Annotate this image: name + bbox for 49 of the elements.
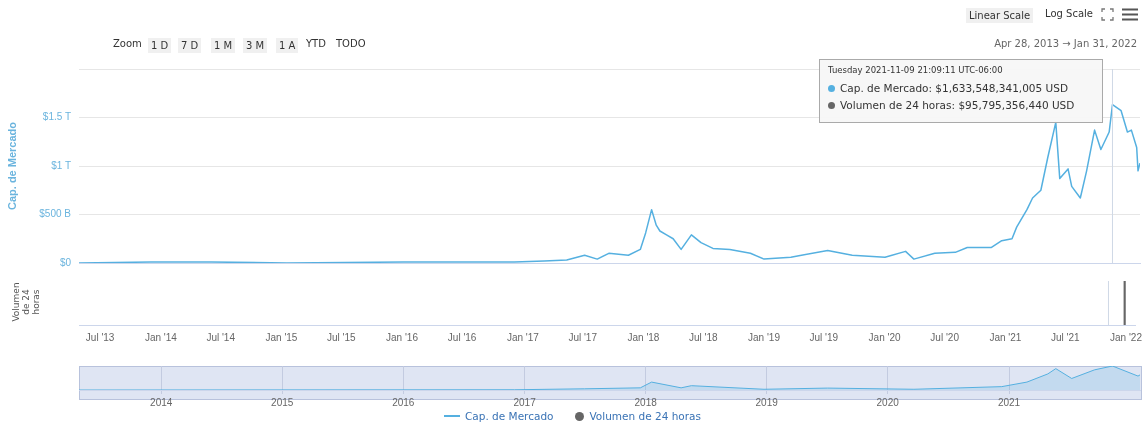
x-tick-label: 2015	[271, 396, 294, 408]
x-tick-label: Jan '20	[868, 331, 901, 343]
x-tick-label: 2017	[513, 396, 537, 408]
text: 7 D	[178, 38, 202, 53]
text: Zoom	[113, 38, 142, 49]
annotation: Cap. de Mercado: $1,633,548,341,005 USD	[840, 82, 1068, 94]
x-tick-label: Jul '18	[688, 331, 718, 343]
x-tick-label: 2019	[755, 396, 779, 408]
text: YTD	[306, 38, 326, 49]
x-tick-label: Jan '21	[989, 331, 1022, 343]
x-tick-label: Jul '14	[206, 331, 236, 343]
text: 1 M	[211, 38, 236, 53]
legend-label: Volumen de 24 horas	[589, 410, 701, 422]
x-tick-label: 2016	[392, 396, 415, 408]
text: Linear Scale	[966, 8, 1034, 23]
x-tick-label: Jan '15	[265, 331, 298, 343]
x-tick-label: Jan '18	[627, 331, 660, 343]
x-tick-label: Jan '14	[144, 331, 178, 343]
x-tick-label: Jan '16	[386, 331, 419, 343]
annotation: Volumen de 24 horas: $95,795,356,440 USD	[840, 99, 1075, 111]
text: 1 A	[276, 38, 299, 53]
text: Apr 28, 2013 → Jan 31, 2022	[994, 38, 1137, 49]
text: 1 D	[148, 38, 172, 53]
x-tick-label: 2014	[150, 396, 173, 408]
x-tick-label: 2020	[876, 396, 900, 408]
y-tick-label: $1 T	[51, 159, 71, 171]
y-axis-title: Volumen de 24 horas	[11, 281, 41, 324]
x-tick-label: Jul '13	[85, 331, 115, 343]
annotation: Tuesday 2021-11-09 21:09:11 UTC-06:00	[828, 65, 1003, 75]
x-tick-label: Jan '19	[748, 331, 781, 343]
x-tick-label: Jul '20	[930, 331, 960, 343]
legend-label: Cap. de Mercado	[465, 410, 554, 422]
tooltip: Tuesday 2021-11-09 21:09:11 UTC-06:00 Cap. de Mercado: $1,633,548,341,005 USD Volumen de 24 horas: $95,795,356,440 USD	[819, 59, 1103, 123]
x-tick-label: Jan '17	[506, 331, 540, 343]
x-tick-label: Jul '21	[1050, 331, 1080, 343]
y-axis-title: Cap. de Mercado	[5, 121, 18, 211]
x-tick-label: Jul '15	[326, 331, 356, 343]
y-tick-label: $1.5 T	[42, 111, 71, 123]
x-tick-label: Jul '17	[568, 331, 598, 343]
x-tick-label: Jan '22	[1110, 331, 1143, 343]
y-tick-label: $0	[59, 256, 72, 268]
x-tick-label: Jul '16	[447, 331, 477, 343]
text: TODO	[336, 38, 366, 49]
x-tick-label: Jul '19	[809, 331, 839, 343]
y-tick-label: $500 B	[39, 208, 72, 220]
x-tick-label: 2021	[997, 396, 1021, 408]
text: Log Scale	[1045, 8, 1093, 19]
x-tick-label: 2018	[634, 396, 658, 408]
text: 3 M	[243, 38, 268, 53]
